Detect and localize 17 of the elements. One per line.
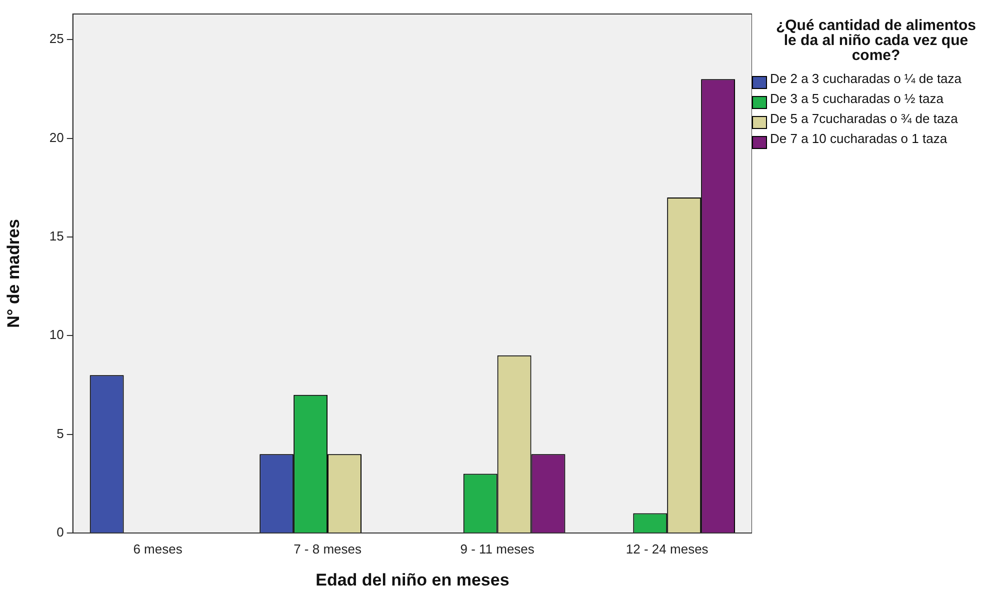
y-tick-label: 10 — [49, 327, 64, 342]
y-tick-label: 20 — [49, 130, 64, 145]
legend-label: De 3 a 5 cucharadas o ½ taza — [770, 91, 944, 106]
x-axis-title: Edad del niño en meses — [316, 570, 510, 590]
x-tick-label: 9 - 11 meses — [460, 541, 535, 556]
y-tick-label: 0 — [56, 524, 64, 540]
y-tick-label: 15 — [49, 228, 64, 244]
y-axis-title: N° de madres — [4, 219, 23, 328]
legend-label: De 2 a 3 cucharadas o ¼ de taza — [770, 71, 962, 86]
x-tick-label: 12 - 24 meses — [626, 541, 709, 556]
y-tick-label: 25 — [49, 31, 64, 46]
x-tick-label: 7 - 8 meses — [294, 541, 362, 556]
legend-title: ¿Qué cantidad de alimentos le da al niño cada vez que come? — [774, 17, 978, 66]
legend-label: De 7 a 10 cucharadas o 1 taza — [770, 131, 948, 146]
legend-label: De 5 a 7cucharadas o ¾ de taza — [770, 111, 958, 126]
y-tick-label: 5 — [56, 426, 64, 441]
x-tick-label: 6 meses — [133, 541, 183, 556]
